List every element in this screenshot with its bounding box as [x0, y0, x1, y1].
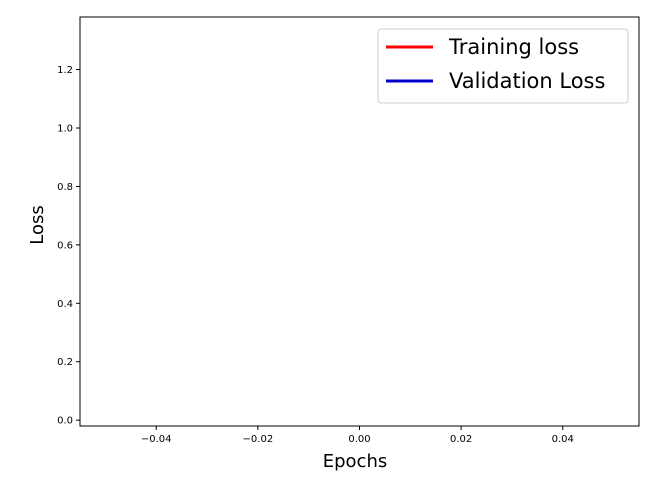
legend-label-validation-loss: Validation Loss	[449, 69, 605, 93]
x-tick-label: 0.02	[450, 434, 472, 445]
legend: Training loss Validation Loss	[377, 28, 629, 104]
y-axis-ticks: 0.0 0.2 0.4 0.6 0.8 1.0 1.2	[57, 65, 80, 427]
y-tick-label: 0.4	[57, 299, 73, 310]
y-tick-label: 0.6	[57, 240, 73, 251]
y-tick-label: 0.8	[57, 182, 73, 193]
y-axis-label: Loss	[27, 205, 48, 244]
x-axis-ticks: −0.04 −0.02 0.00 0.02 0.04	[141, 426, 574, 445]
y-tick-label: 1.0	[57, 124, 73, 135]
x-tick-label: 0.00	[348, 434, 370, 445]
y-tick-label: 0.0	[57, 416, 73, 427]
x-axis-label: Epochs	[323, 451, 388, 472]
y-tick-label: 0.2	[57, 357, 73, 368]
y-tick-label: 1.2	[57, 65, 73, 76]
x-tick-label: −0.04	[141, 434, 172, 445]
legend-label-training-loss: Training loss	[448, 35, 579, 59]
legend-box	[377, 28, 629, 104]
x-tick-label: 0.04	[552, 434, 574, 445]
x-tick-label: −0.02	[243, 434, 274, 445]
